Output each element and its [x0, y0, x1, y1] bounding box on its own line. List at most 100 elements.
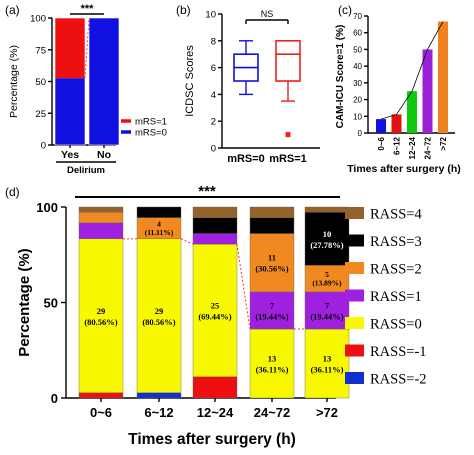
b-x-tick-label: mRS=1 [269, 153, 307, 165]
d-segment-percent: (80.56%) [142, 317, 175, 327]
c-y-tick-label: 70 [353, 12, 362, 21]
a-y-tick-label: 100 [30, 14, 46, 25]
c-y-tick-label: 20 [353, 96, 362, 105]
panel-label-b: (b) [176, 3, 191, 17]
c-trend-line [380, 21, 444, 120]
c-y-tick-label: 40 [353, 62, 362, 71]
b-x-tick-label: mRS=0 [227, 153, 265, 165]
c-y-tick-label: 60 [353, 29, 362, 38]
b-y-tick-label: 10 [205, 10, 216, 21]
a-y-tick-label: 75 [35, 45, 46, 56]
d-bar-segment [78, 206, 124, 213]
d-segment-percent: (11.11%) [145, 228, 174, 237]
b-y-axis-label: ICDSC Scores [184, 45, 196, 117]
a-x-tick-label: No [97, 149, 111, 161]
d-legend-label: RASS=-2 [370, 372, 427, 388]
d-x-tick-label: 0~6 [90, 405, 112, 420]
d-segment-percent: (36.11%) [311, 365, 344, 375]
d-bar-segment [136, 392, 182, 399]
d-bar-segment [304, 291, 350, 330]
c-x-tick-label: >72 [439, 136, 448, 150]
d-bar-segment [192, 206, 238, 218]
d-segment-percent: (30.56%) [255, 264, 288, 274]
panel-label-a: (a) [5, 3, 20, 17]
d-segment-count: 4 [157, 220, 161, 229]
d-bar-segment [249, 233, 295, 293]
d-segment-count: 5 [325, 270, 329, 279]
d-segment-percent: (80.56%) [84, 317, 117, 327]
c-x-tick-label: 0~6 [377, 136, 386, 150]
d-segment-percent: (27.78%) [310, 240, 343, 250]
a-y-axis-label: Percentage (%) [8, 45, 20, 118]
c-x-tick-label: 12~24 [408, 136, 417, 159]
panel-label-c: (c) [338, 3, 352, 17]
d-legend-swatch [345, 344, 364, 357]
d-bar-segment [78, 222, 124, 240]
b-y-tick-label: 0 [211, 144, 216, 155]
c-y-tick-label: 50 [353, 45, 362, 54]
d-bar-segment [249, 328, 295, 399]
c-bar [422, 49, 433, 133]
a-legend-label: mRS=0 [135, 128, 167, 139]
d-connector-line [180, 238, 194, 245]
d-segment-percent: (19.44%) [310, 311, 343, 321]
a-x-axis-label: Delirium [67, 165, 105, 176]
c-bar [391, 114, 402, 133]
c-x-tick-label: 24~72 [424, 136, 433, 159]
d-significance-label: *** [198, 183, 216, 200]
a-y-tick-label: 0 [41, 141, 46, 152]
d-bar-segment [304, 212, 350, 266]
a-connector-line [84, 17, 90, 79]
d-bar-segment [249, 206, 295, 218]
d-legend-swatch [345, 317, 364, 329]
c-y-tick-label: 0 [358, 129, 363, 138]
d-bar-segment [78, 238, 124, 393]
d-segment-count: 7 [325, 300, 330, 310]
d-bar-segment [192, 233, 238, 245]
c-y-tick-label: 10 [353, 112, 362, 121]
d-legend-swatch [345, 234, 364, 247]
d-segment-count: 13 [268, 354, 277, 364]
d-legend-swatch [345, 207, 364, 219]
d-segment-percent: (13.89%) [312, 279, 342, 288]
d-x-tick-label: 6~12 [144, 405, 173, 420]
c-x-tick-label: 6~12 [393, 136, 402, 155]
d-legend-label: RASS=4 [370, 207, 422, 223]
d-bar-segment [192, 217, 238, 234]
a-bar-segment [55, 78, 85, 145]
d-bar-segment [136, 206, 182, 218]
d-bar-segment [78, 392, 124, 399]
b-box [275, 39, 301, 82]
a-bar-segment [89, 18, 119, 145]
a-legend-label: mRS=1 [135, 117, 167, 128]
d-bar-segment [136, 238, 182, 393]
b-y-tick-label: 4 [211, 90, 216, 101]
d-segment-count: 13 [323, 354, 332, 364]
c-bar [376, 119, 386, 133]
d-legend-label: RASS=-1 [370, 344, 427, 360]
d-segment-percent: (36.11%) [256, 365, 289, 375]
b-outlier-point [285, 132, 291, 138]
d-legend-label: RASS=1 [370, 289, 422, 305]
d-legend-label: RASS=2 [370, 262, 422, 278]
b-significance-label: NS [261, 9, 274, 19]
d-legend-swatch [345, 372, 364, 384]
d-bar-segment [304, 265, 350, 293]
d-bar-segment [304, 206, 350, 213]
c-x-axis-label: Times after surgery (h) [347, 163, 461, 175]
a-x-tick-label: Yes [61, 149, 79, 161]
c-y-tick-label: 30 [353, 79, 362, 88]
d-x-tick-label: 12~24 [197, 405, 234, 420]
a-y-tick-label: 25 [35, 109, 46, 120]
panel-label-d: (d) [5, 185, 20, 199]
d-segment-count: 29 [155, 306, 164, 316]
d-segment-count: 11 [268, 253, 276, 263]
a-y-tick-label: 50 [35, 77, 46, 88]
b-y-tick-label: 8 [211, 36, 216, 47]
d-legend-label: RASS=3 [370, 234, 422, 250]
d-x-tick-label: 24~72 [254, 405, 291, 420]
d-legend-label: RASS=0 [370, 317, 422, 333]
d-y-tick-label: 100 [36, 200, 58, 215]
d-y-axis-label: Percentage (%) [16, 248, 33, 356]
